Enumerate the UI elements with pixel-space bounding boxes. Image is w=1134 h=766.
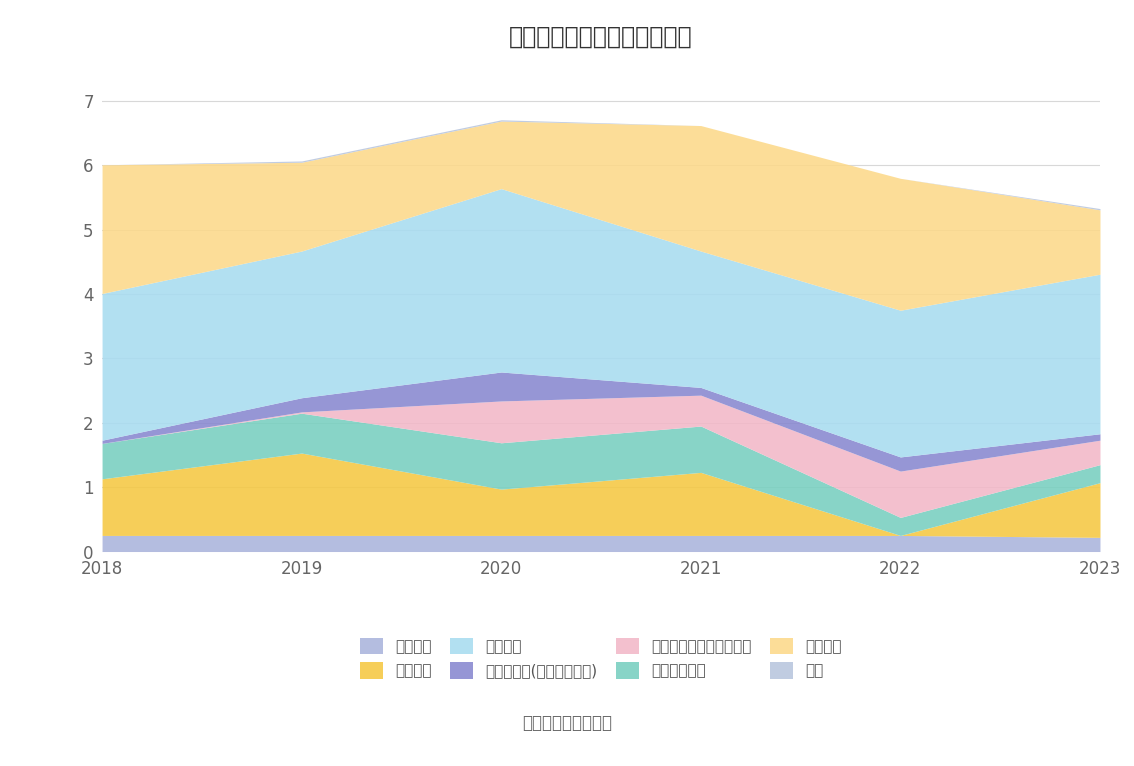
Legend: 短期借款, 应付票据, 应付账款, 其他应付款(含利息和股利), 一年内到期的非流动负債, 其他流动负債, 长期借款, 其它: 短期借款, 应付票据, 应付账款, 其他应付款(含利息和股利), 一年内到期的非… <box>355 631 847 685</box>
Title: 历年主要负債堆积图（亿元）: 历年主要负債堆积图（亿元） <box>509 25 693 49</box>
Text: 数据来源：恒生聚源: 数据来源：恒生聚源 <box>522 714 612 732</box>
